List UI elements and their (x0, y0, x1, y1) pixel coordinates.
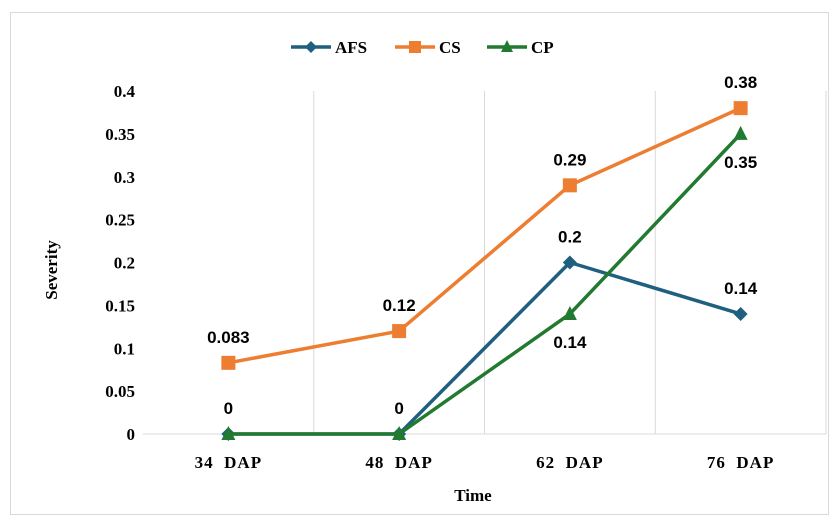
diamond-marker (305, 41, 317, 53)
data-labels: 0.083 0.12 0.29 0.38 0 0 0.2 0.14 0.14 0.35 (207, 73, 758, 418)
square-marker (221, 355, 236, 370)
y-tick-label: 0.2 (114, 254, 135, 273)
series-group (221, 101, 748, 441)
data-label: 0.14 (724, 279, 758, 298)
triangle-marker (501, 40, 513, 52)
y-axis-title: Severity (42, 240, 61, 300)
legend-label: AFS (335, 38, 367, 57)
series-cs (221, 101, 748, 370)
data-label: 0.14 (553, 333, 587, 352)
x-axis-title: Time (454, 486, 492, 505)
y-tick-label: 0.4 (114, 82, 136, 101)
legend-label: CP (531, 38, 554, 57)
y-tick-label: 0.35 (105, 125, 135, 144)
triangle-marker (733, 125, 748, 140)
y-tick-label: 0.3 (114, 168, 135, 187)
square-marker (392, 324, 407, 339)
data-label: 0.38 (724, 73, 757, 92)
legend-item-cs: CS (395, 38, 461, 57)
y-tick-label: 0.05 (105, 382, 135, 401)
y-tick-label: 0.25 (105, 211, 135, 230)
data-label: 0.083 (207, 328, 250, 347)
legend-label: CS (439, 38, 461, 57)
y-tick-label: 0 (127, 425, 136, 444)
series-cp (221, 125, 748, 440)
axes: 0 0.05 0.1 0.15 0.2 0.25 0.3 0.35 0.4 34 DAP 48 DA… (105, 82, 826, 472)
x-tick-label: 48 DAP (365, 453, 432, 472)
triangle-marker (221, 426, 236, 440)
square-marker (409, 41, 421, 53)
legend-item-afs: AFS (291, 38, 367, 57)
legend-item-cp: CP (487, 38, 554, 57)
x-tick-label: 62 DAP (536, 453, 603, 472)
line-chart: 0 0.05 0.1 0.15 0.2 0.25 0.3 0.35 0.4 34 DAP 48 DA… (42, 38, 827, 505)
data-label: 0.29 (553, 150, 586, 169)
y-tick-label: 0.15 (105, 296, 135, 315)
square-marker (733, 101, 748, 116)
data-label: 0 (224, 399, 233, 418)
chart-frame: 0 0.05 0.1 0.15 0.2 0.25 0.3 0.35 0.4 34 DAP 48 DA… (10, 12, 829, 515)
data-label: 0 (394, 399, 403, 418)
series-line (228, 106, 742, 365)
square-marker (562, 178, 577, 193)
series-line (228, 132, 742, 436)
legend: AFS CS CP (291, 38, 554, 57)
data-label: 0.12 (383, 296, 416, 315)
diamond-marker (733, 306, 748, 321)
x-tick-label: 34 DAP (195, 453, 262, 472)
diamond-marker (562, 255, 577, 270)
triangle-marker (562, 305, 577, 320)
x-tick-label: 76 DAP (707, 453, 774, 472)
y-tick-label: 0.1 (114, 339, 135, 358)
data-label: 0.2 (558, 228, 582, 247)
triangle-marker (392, 426, 407, 440)
data-label: 0.35 (724, 153, 757, 172)
